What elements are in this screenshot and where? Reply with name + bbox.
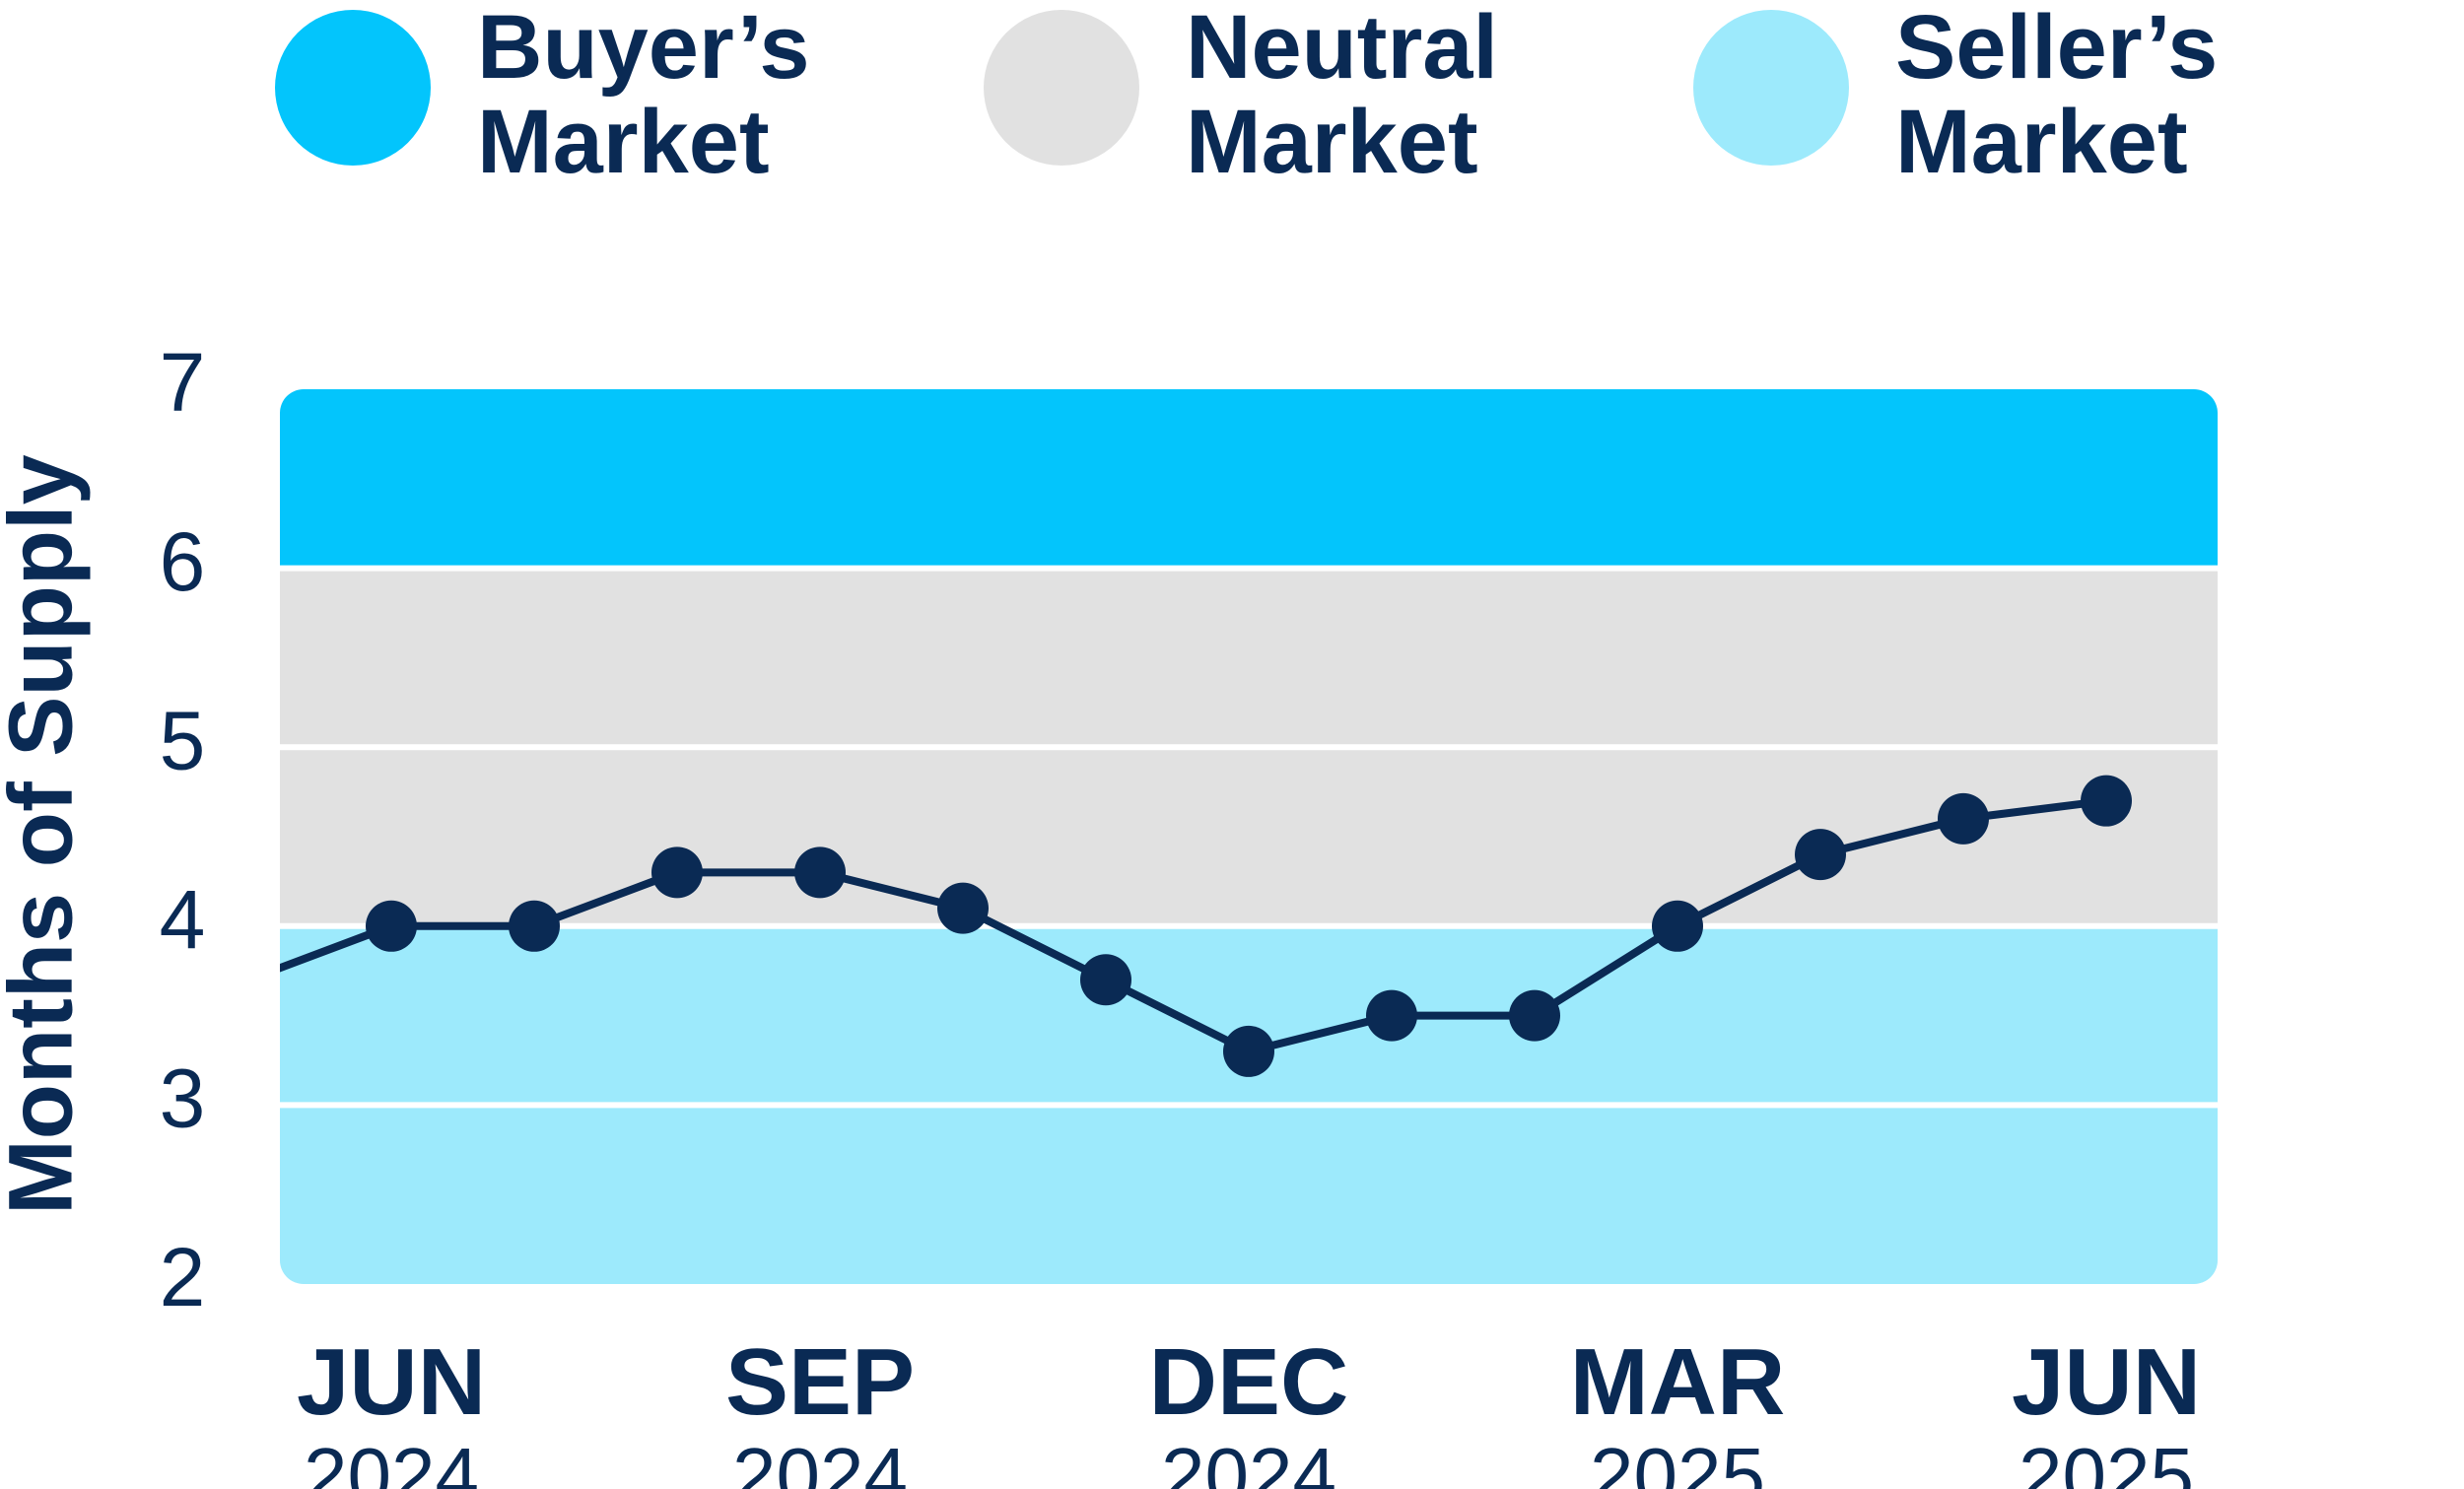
legend-swatch [1693, 10, 1849, 166]
y-axis-title: Months of Supply [0, 454, 91, 1215]
data-point [1223, 1025, 1274, 1077]
data-point [794, 846, 846, 899]
data-point [2081, 775, 2132, 827]
x-tick-label: SEP [725, 1329, 915, 1435]
data-point [1080, 954, 1131, 1006]
x-tick-year: 2024 [304, 1432, 479, 1489]
data-point [651, 846, 703, 899]
data-point [1652, 900, 1703, 952]
plot-area [280, 389, 2218, 1284]
y-tick-label: 5 [160, 694, 206, 786]
legend-swatch [275, 10, 431, 166]
y-tick-label: 7 [160, 336, 206, 429]
y-tick-label: 3 [160, 1052, 206, 1145]
x-tick-label: MAR [1570, 1329, 1786, 1435]
x-tick-label: JUN [297, 1329, 486, 1435]
data-point [937, 882, 989, 934]
data-point [509, 900, 560, 952]
data-point [1509, 989, 1560, 1042]
y-tick-label: 2 [160, 1231, 206, 1323]
data-point [366, 900, 417, 952]
legend-swatch [984, 10, 1139, 166]
x-tick-year: 2025 [2019, 1432, 2194, 1489]
market-band [280, 389, 2218, 569]
x-tick-year: 2024 [732, 1432, 908, 1489]
legend-label: Seller’s Market [1895, 0, 2219, 192]
x-tick-year: 2025 [1590, 1432, 1765, 1489]
y-tick-label: 6 [160, 515, 206, 608]
legend-label: Neutral Market [1186, 0, 1498, 192]
data-point [1795, 829, 1846, 881]
data-point [1938, 792, 1989, 845]
x-tick-label: DEC [1149, 1329, 1349, 1435]
x-tick-label: JUN [2012, 1329, 2201, 1435]
legend-label: Buyer’s Market [477, 0, 810, 192]
x-tick-year: 2024 [1161, 1432, 1336, 1489]
y-tick-label: 4 [160, 873, 206, 966]
data-point [1366, 989, 1417, 1042]
